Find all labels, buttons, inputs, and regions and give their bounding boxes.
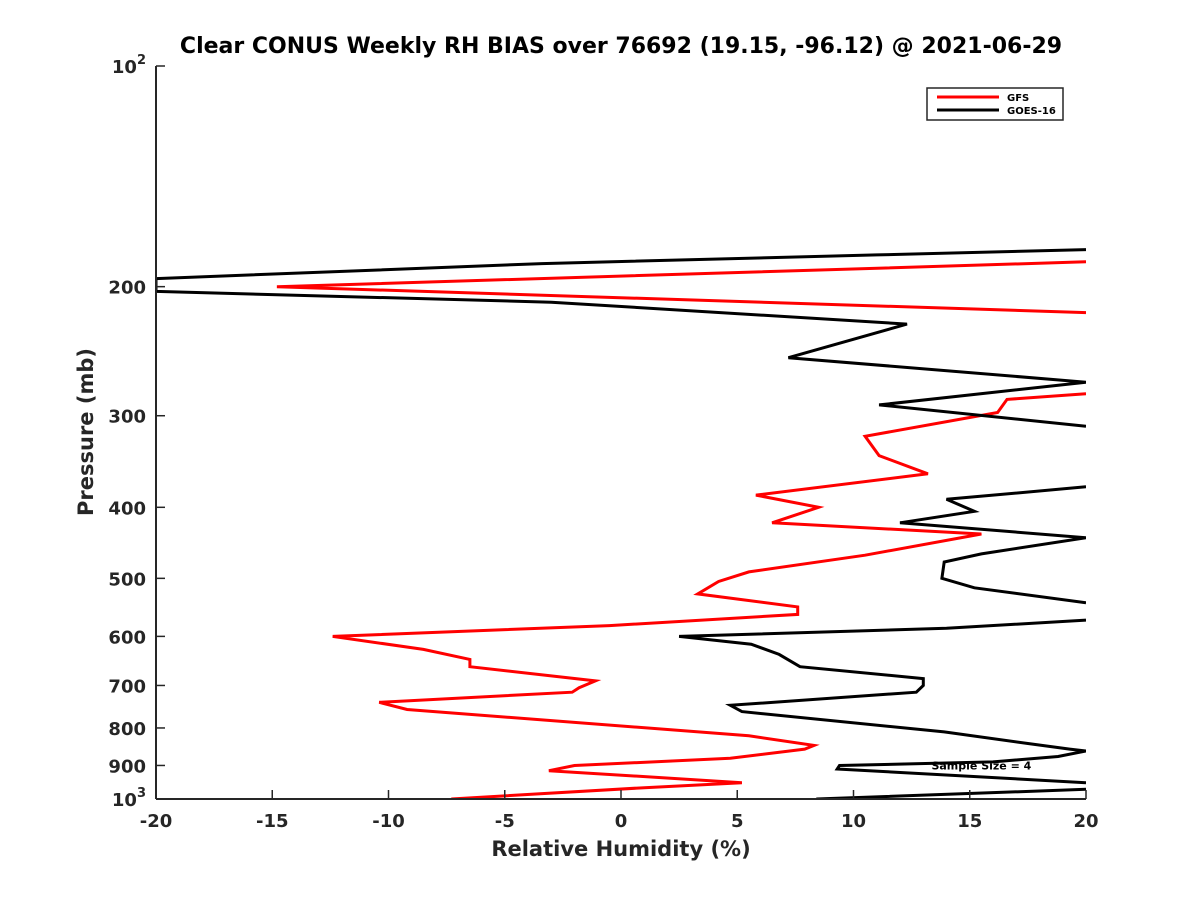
series-line-gfs — [276, 260, 1086, 799]
x-tick-label: 10 — [841, 811, 866, 832]
x-tick-label: 20 — [1073, 811, 1098, 832]
y-tick-label: 102 — [112, 53, 146, 78]
x-tick-label: -15 — [256, 811, 289, 832]
series-layer — [156, 248, 1086, 799]
x-tick-label: 0 — [615, 811, 628, 832]
y-tick-label: 300 — [108, 407, 146, 428]
y-tick-label: 800 — [108, 719, 146, 740]
y-tick-label: 400 — [108, 498, 146, 519]
y-tick-label: 200 — [108, 278, 146, 299]
x-tick-label: 15 — [957, 811, 982, 832]
x-tick-label: -20 — [140, 811, 173, 832]
x-tick-label: -10 — [372, 811, 405, 832]
sample-size-annotation: Sample Size = 4 — [931, 759, 1031, 772]
legend-label: GFS — [1007, 93, 1029, 104]
y-axis-label: Pressure (mb) — [74, 348, 98, 516]
legend: GFS GOES-16 — [926, 87, 1064, 121]
annotations: Sample Size = 4 — [931, 759, 1031, 772]
series-line-goes-16 — [156, 248, 1086, 799]
legend-label: GOES-16 — [1007, 106, 1056, 117]
y-tick-label: 500 — [108, 569, 146, 590]
x-axis-label: Relative Humidity (%) — [491, 837, 750, 861]
x-tick-label: -5 — [495, 811, 515, 832]
chart-title: Clear CONUS Weekly RH BIAS over 76692 (1… — [180, 34, 1062, 59]
y-tick-label: 600 — [108, 627, 146, 648]
axes: -20 -15 -10 -5 0 5 10 15 20 102 200 300 400 500 600 700… — [108, 53, 1098, 832]
x-tick-label: 5 — [731, 811, 744, 832]
legend-box — [926, 87, 1064, 121]
y-tick-label: 900 — [108, 756, 146, 777]
y-tick-label: 700 — [108, 676, 146, 697]
y-tick-label: 103 — [112, 786, 146, 811]
